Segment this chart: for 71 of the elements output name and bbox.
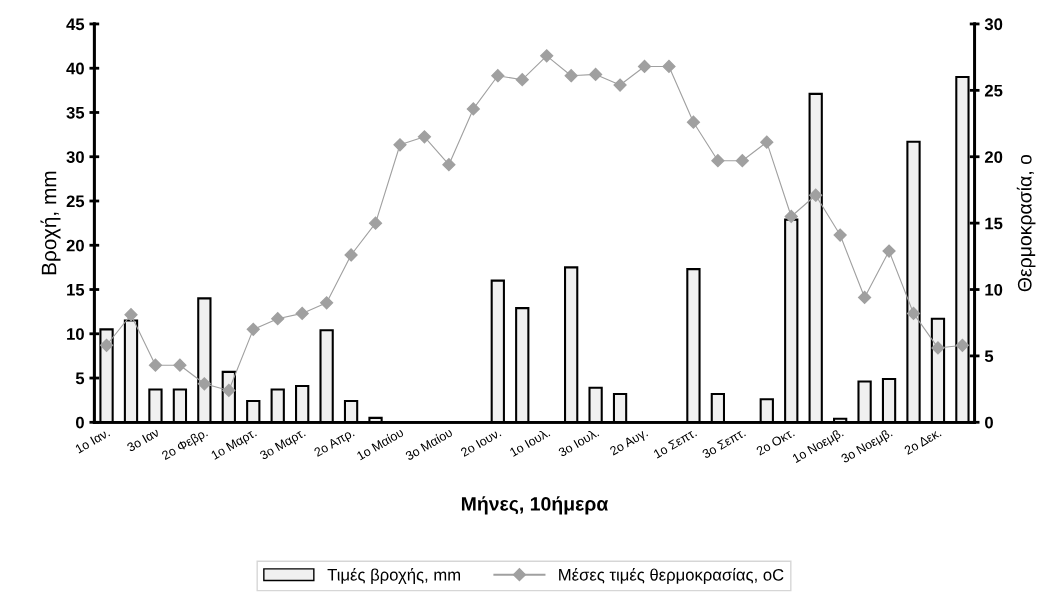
point (393, 138, 407, 152)
point (931, 341, 945, 355)
point (246, 322, 260, 336)
x-tick-label: 1o Σεπτ. (653, 428, 698, 459)
point (442, 158, 456, 172)
x-axis-title: Μήνες, 10ήμερα (461, 496, 609, 515)
point (784, 209, 798, 224)
point (173, 358, 187, 372)
point (320, 296, 334, 310)
x-tick-label: 2o Ιουν. (460, 428, 502, 457)
y-tick-label: 25 (66, 195, 85, 208)
point (148, 358, 163, 372)
y2-tick-label: 25 (984, 84, 1003, 97)
y-tick-label: 20 (66, 239, 84, 252)
point (540, 49, 554, 63)
point (564, 69, 578, 83)
x-tick-label: 3o Σεπτ. (701, 428, 746, 459)
y2-tick-label: 0 (985, 416, 993, 429)
y2-tick-label: 30 (984, 18, 1003, 31)
y2-axis-title: Θερμοκρασία, o (1016, 154, 1036, 292)
legend-label: Μέσες τιμές θερμοκρασίας, oC (559, 567, 784, 584)
x-tick-label: 1o Μαρτ. (210, 428, 259, 462)
point (368, 216, 383, 230)
y-tick-label: 10 (67, 328, 84, 340)
y-tick-label: 5 (75, 372, 85, 385)
point (515, 73, 529, 87)
point (417, 130, 432, 144)
x-tick-label: 2o Αυγ. (609, 428, 650, 458)
y2-tick-label: 5 (984, 350, 994, 363)
point (711, 154, 725, 168)
y-tick-label: 35 (66, 106, 85, 119)
point (637, 59, 652, 74)
legend-label: Τιμές βροχής, mm (327, 567, 460, 584)
point (466, 102, 480, 116)
point (344, 248, 358, 262)
point (613, 78, 627, 92)
y-axis-title: Βροχή, mm (40, 171, 61, 275)
x-tick-label: 3o Ιουλ. (557, 427, 600, 458)
x-tick-label: 2o Απρ. (313, 428, 356, 460)
point (906, 306, 921, 321)
point (124, 308, 138, 322)
x-tick-label: 2o Φεβρ. (161, 427, 210, 463)
point (589, 67, 603, 82)
y-tick-label: 30 (66, 151, 84, 163)
point (99, 338, 114, 352)
point (809, 188, 823, 202)
point (858, 290, 872, 305)
y-tick-label: 45 (66, 18, 85, 31)
y-tick-label: 0 (75, 416, 84, 429)
x-tick-label: 2o Δεκ. (903, 428, 942, 455)
point (491, 69, 505, 83)
y-tick-label: 40 (66, 62, 84, 75)
y2-tick-label: 20 (984, 151, 1003, 163)
x-tick-label: 1o Ιουλ. (509, 427, 551, 457)
x-tick-label: 3o Ιαν (126, 427, 160, 453)
point (882, 244, 896, 258)
y-tick-label: 15 (67, 284, 85, 296)
point (735, 154, 749, 168)
point (662, 59, 676, 74)
point (686, 115, 701, 129)
point (955, 338, 970, 352)
point (760, 135, 774, 149)
point (833, 228, 847, 242)
point (271, 312, 285, 326)
x-tick-label: 1o Ιαν. (74, 428, 111, 454)
y2-tick-label: 15 (985, 217, 1003, 230)
point (295, 306, 309, 321)
point (197, 377, 211, 391)
x-tick-label: 3o Μαρτ. (259, 428, 308, 463)
point (222, 383, 236, 398)
y2-tick-label: 10 (985, 283, 1003, 296)
